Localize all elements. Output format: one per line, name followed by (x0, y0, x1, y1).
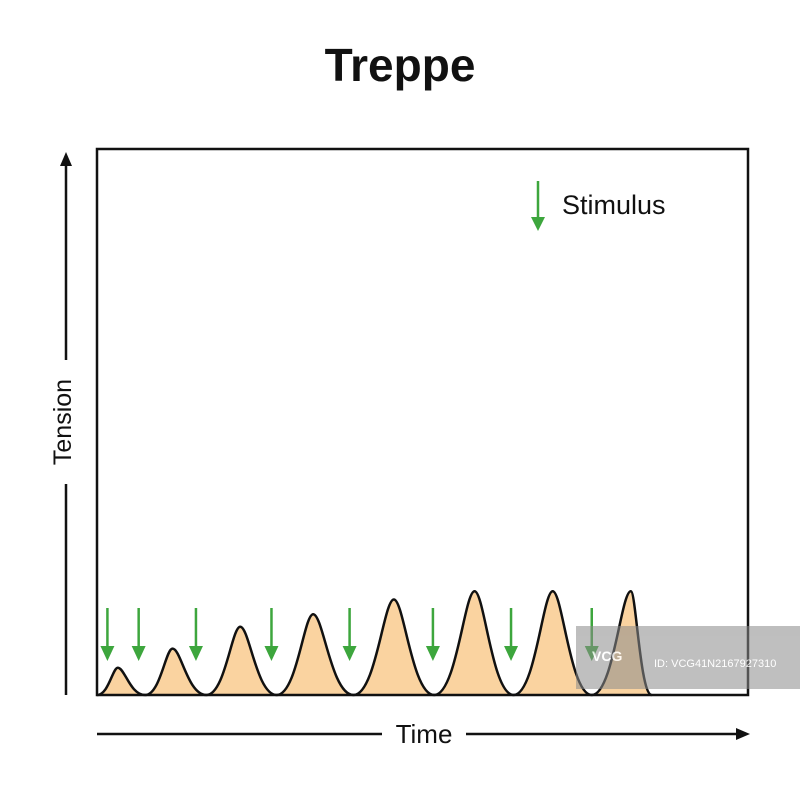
stimulus-arrow-head (188, 646, 203, 661)
y-axis-label: Tension (49, 379, 77, 465)
stimulus-arrow-head (264, 646, 279, 661)
stimulus-arrow-head (504, 646, 519, 661)
legend-label: Stimulus (562, 190, 666, 220)
stimulus-arrow-6 (425, 608, 440, 661)
watermark-text: ID: VCG41N2167927310 (654, 658, 776, 670)
watermark: VCG ID: VCG41N2167927310 (576, 626, 800, 689)
stimulus-arrow-2 (131, 608, 146, 661)
stimulus-arrow-5 (342, 608, 357, 661)
watermark-band (576, 626, 800, 689)
stimulus-arrow-1 (100, 608, 115, 661)
stimulus-arrow-4 (264, 608, 279, 661)
x-label-background (382, 718, 466, 748)
stimulus-arrow-7 (504, 608, 519, 661)
tension-curve-line (96, 590, 653, 697)
stimulus-arrows (100, 608, 599, 661)
stimulus-arrow-head (100, 646, 115, 661)
plot-frame (95, 147, 750, 697)
x-axis-arrowhead (736, 728, 750, 740)
watermark-logo: VCG (592, 648, 622, 664)
stimulus-arrow-head (425, 646, 440, 661)
legend-stimulus-arrowhead-icon (531, 217, 545, 231)
chart-title: Treppe (324, 39, 476, 91)
legend: Stimulus (531, 181, 666, 231)
tension-area-fill (97, 591, 652, 695)
x-axis-label: Time (396, 719, 453, 749)
stimulus-arrow-head (131, 646, 146, 661)
tension-curve-layer (96, 590, 653, 697)
y-axis-arrowhead (60, 152, 72, 166)
stimulus-arrow-3 (188, 608, 203, 661)
y-label-background (52, 360, 80, 484)
stimulus-arrow-head (342, 646, 357, 661)
